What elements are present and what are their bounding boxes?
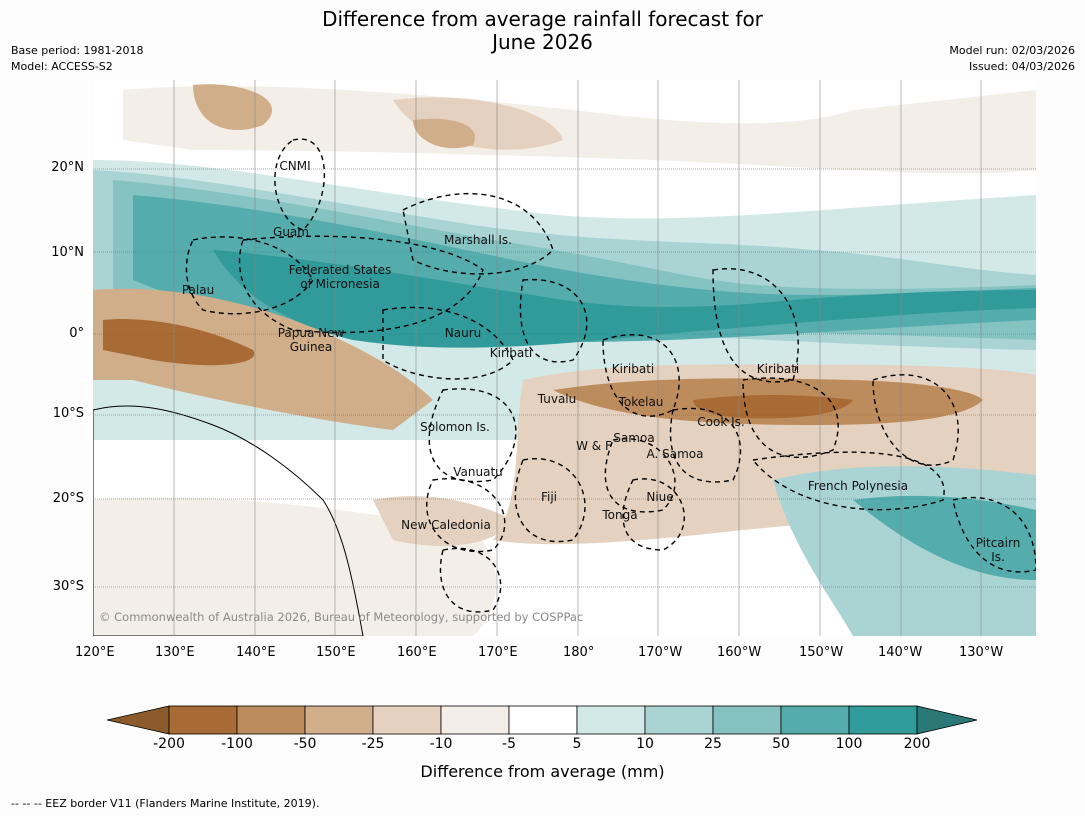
- title-line2: June 2026: [492, 30, 593, 54]
- label-tuvalu: Tuvalu: [537, 392, 577, 406]
- issued-date: Issued: 04/03/2026: [968, 60, 1075, 73]
- chart-title: Difference from average rainfall forecas…: [0, 8, 1085, 54]
- colorbar-segment: [712, 705, 782, 735]
- colorbar-segment: [576, 705, 646, 735]
- colorbar-segment: [780, 705, 850, 735]
- wet-southeast-core: [853, 495, 1036, 580]
- dry-png-core: [103, 319, 255, 366]
- colorbar-extend-low: [107, 705, 170, 735]
- rainfall-map: CNMI Guam Marshall Is. Federated States …: [93, 80, 1036, 636]
- y-tick: 20°N: [51, 160, 84, 175]
- y-tick: 0°: [69, 326, 84, 341]
- dry-png: [93, 288, 433, 430]
- label-american-samoa: A. Samoa: [646, 447, 704, 461]
- label-tokelau: Tokelau: [618, 395, 664, 409]
- colorbar-segment: [644, 705, 714, 735]
- label-nauru: Nauru: [444, 326, 482, 340]
- dry-south-max: [693, 395, 853, 419]
- label-palau: Palau: [181, 283, 215, 297]
- y-tick: 10°S: [52, 406, 84, 421]
- colorbar-segment: [168, 705, 238, 735]
- label-solomon-islands: Solomon Is.: [420, 420, 490, 434]
- label-samoa: Samoa: [613, 431, 655, 445]
- label-marshall-islands: Marshall Is.: [444, 233, 512, 247]
- label-wallis-and-futuna: W & F: [576, 439, 612, 453]
- y-tick: 10°N: [51, 245, 84, 260]
- footer-eez-note: -- -- -- EEZ border V11 (Flanders Marine…: [11, 797, 320, 810]
- x-tick: 130°W: [959, 645, 1004, 660]
- colorbar-segment: [372, 705, 442, 735]
- dry-patch-n1: [393, 97, 563, 150]
- colorbar: [107, 705, 978, 735]
- x-tick: 150°E: [316, 645, 356, 660]
- colorbar-tick: 5: [572, 736, 582, 752]
- meta-right: Model run: 02/03/2026 Issued: 04/03/2026: [949, 43, 1075, 75]
- label-kiribati-west: Kiribati: [489, 346, 533, 360]
- model-run: Model run: 02/03/2026: [949, 44, 1075, 57]
- x-tick: 150°W: [799, 645, 844, 660]
- colorbar-tick: -200: [153, 736, 185, 752]
- label-fiji: Fiji: [540, 490, 558, 504]
- colorbar-tick: 50: [772, 736, 790, 752]
- dry-patch-nw: [193, 84, 273, 131]
- y-tick: 30°S: [52, 579, 84, 594]
- colorbar-segment: [440, 705, 510, 735]
- label-kiribati-east: Kiribati: [756, 362, 800, 376]
- label-pitcairn-islands: Pitcairn Is.: [975, 536, 1021, 564]
- wet-core: [213, 250, 1036, 348]
- colorbar-segment: [236, 705, 306, 735]
- colorbar-tick: -100: [221, 736, 253, 752]
- label-new-caledonia: New Caledonia: [401, 518, 491, 532]
- dry-southwest-patch: [373, 496, 513, 546]
- map-svg: [93, 80, 1036, 636]
- label-cnmi: CNMI: [279, 159, 311, 173]
- meta-left: Base period: 1981-2018 Model: ACCESS-S2: [11, 43, 143, 75]
- colorbar-tick: -5: [502, 736, 516, 752]
- label-cook-islands: Cook Is.: [697, 415, 745, 429]
- colorbar-segment: [848, 705, 918, 735]
- x-tick: 170°E: [478, 645, 518, 660]
- y-tick: 20°S: [52, 491, 84, 506]
- label-kiribati-central: Kiribati: [611, 362, 655, 376]
- dry-patch-n2: [413, 118, 475, 149]
- model-name: Model: ACCESS-S2: [11, 60, 113, 73]
- title-line1: Difference from average rainfall forecas…: [322, 7, 763, 31]
- x-tick: 120°E: [75, 645, 115, 660]
- colorbar-tick: 10: [636, 736, 654, 752]
- label-french-polynesia: French Polynesia: [807, 479, 909, 493]
- colorbar-tick: -10: [429, 736, 453, 752]
- x-tick: 140°W: [878, 645, 923, 660]
- colorbar-segment: [508, 705, 578, 735]
- colorbar-tick: -50: [293, 736, 317, 752]
- base-period: Base period: 1981-2018: [11, 44, 144, 57]
- label-federated-states-of-micronesia: Federated States of Micronesia: [288, 263, 392, 291]
- label-vanuatu: Vanuatu: [453, 465, 503, 479]
- label-tonga: Tonga: [602, 508, 638, 522]
- colorbar-segment: [304, 705, 374, 735]
- x-tick: 160°E: [397, 645, 437, 660]
- eez-borders: [185, 138, 1036, 613]
- colorbar-tick: 25: [704, 736, 722, 752]
- colorbar-tick: 100: [835, 736, 863, 752]
- colorbar-tick: 200: [903, 736, 931, 752]
- x-tick: 130°E: [155, 645, 195, 660]
- colorbar-extend-high: [916, 705, 978, 735]
- colorbar-tick: -25: [361, 736, 385, 752]
- australia-coastline: [93, 405, 364, 636]
- colorbar-label: Difference from average (mm): [420, 762, 665, 781]
- dry-zone-north: [123, 86, 1036, 174]
- label-papua-new-guinea: Papua New Guinea: [277, 326, 345, 354]
- longitude-gridlines: [173, 80, 982, 636]
- x-tick: 180°: [563, 645, 595, 660]
- x-tick: 160°W: [717, 645, 762, 660]
- copyright-notice: © Commonwealth of Australia 2026, Bureau…: [99, 610, 584, 624]
- x-tick: 170°W: [638, 645, 683, 660]
- x-tick: 140°E: [236, 645, 276, 660]
- label-guam: Guam: [273, 225, 309, 239]
- label-niue: Niue: [646, 490, 674, 504]
